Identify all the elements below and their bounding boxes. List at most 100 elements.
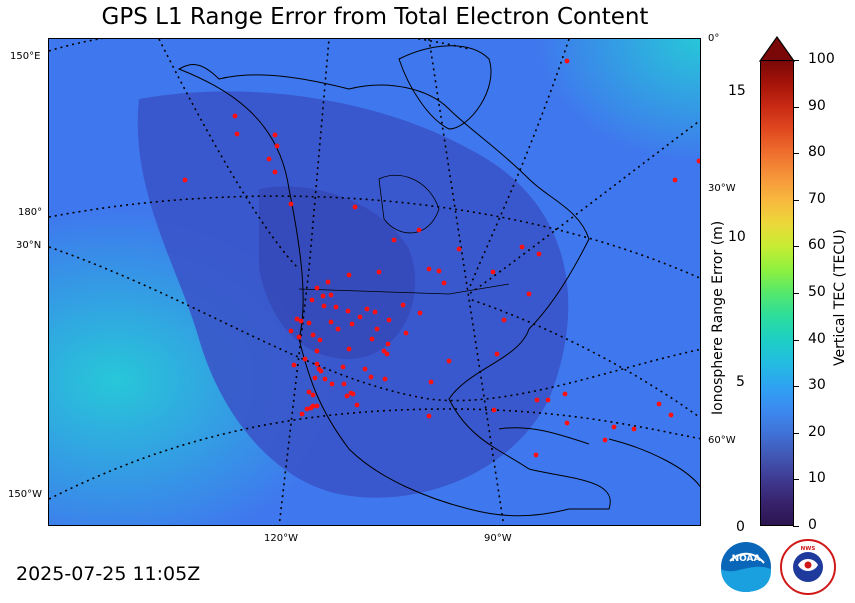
gnss-station — [345, 308, 351, 314]
gnss-station — [562, 391, 568, 397]
colorbar-tick: 40 — [808, 330, 826, 347]
gnss-station — [350, 391, 356, 397]
hudson-bay — [378, 174, 440, 234]
gnss-station — [490, 269, 496, 275]
gnss-station — [308, 405, 314, 411]
gnss-station — [317, 337, 323, 343]
gnss-station — [428, 379, 434, 385]
gnss-station — [426, 413, 432, 419]
gnss-station — [314, 348, 320, 354]
gnss-station — [545, 397, 551, 403]
gnss-station — [304, 406, 310, 412]
us-canada-border — [298, 283, 510, 295]
gnss-station — [400, 302, 406, 308]
left-label-30n: 30°N — [16, 240, 42, 251]
gnss-station — [340, 364, 346, 370]
gnss-station — [384, 351, 390, 357]
right-label-30w: 30°W — [708, 183, 736, 194]
colorbar-extend-arrow — [758, 36, 796, 62]
gnss-station — [533, 452, 539, 458]
gnss-station — [349, 321, 355, 327]
colorbar-tick-mark — [793, 526, 799, 527]
colorbar-tick: 10 — [808, 470, 826, 487]
gnss-station — [501, 317, 507, 323]
range-tick-0: 0 — [736, 519, 745, 535]
gnss-station — [234, 131, 240, 137]
gnss-stations — [182, 58, 700, 458]
gnss-station — [182, 177, 188, 183]
gnss-station — [357, 314, 363, 320]
gnss-station — [312, 375, 318, 381]
noaa-logo: NOAA — [721, 542, 771, 592]
gnss-station — [288, 201, 294, 207]
gnss-station — [672, 177, 678, 183]
gnss-station — [352, 204, 358, 210]
gnss-station — [320, 293, 326, 299]
gnss-station — [376, 269, 382, 275]
gnss-station — [385, 341, 391, 347]
gnss-station — [656, 401, 662, 407]
gnss-station — [272, 169, 278, 175]
colorbar-tick-mark — [793, 386, 799, 388]
lon-label-90w: 90°W — [484, 533, 512, 544]
colorbar-tick: 90 — [808, 97, 826, 114]
colorbar-tick-mark — [793, 246, 799, 248]
gnss-station — [372, 309, 378, 315]
gnss-station — [391, 237, 397, 243]
gnss-station — [382, 376, 388, 382]
gnss-station — [526, 291, 532, 297]
gnss-station — [272, 132, 278, 138]
gnss-station — [306, 389, 312, 395]
map-title: GPS L1 Range Error from Total Electron C… — [101, 4, 649, 30]
gnss-station — [296, 334, 302, 340]
gnss-station — [456, 246, 462, 252]
gnss-station — [362, 366, 368, 372]
gnss-station — [696, 158, 700, 164]
gnss-station — [328, 292, 334, 298]
gnss-station — [346, 346, 352, 352]
colorbar — [760, 60, 794, 526]
gnss-station — [288, 328, 294, 334]
graticule — [49, 39, 700, 525]
gnss-station — [354, 402, 360, 408]
gnss-station — [668, 412, 674, 418]
gnss-station — [611, 424, 617, 430]
range-tick-5: 5 — [736, 374, 745, 390]
gnss-station — [491, 407, 497, 413]
gnss-station — [314, 285, 320, 291]
colorbar-tick-mark — [793, 339, 799, 341]
tec-map — [48, 38, 701, 526]
gnss-station — [325, 279, 331, 285]
gnss-station — [534, 397, 540, 403]
cuba — [498, 427, 590, 445]
svg-text:NOAA: NOAA — [732, 554, 761, 564]
colorbar-tick: 60 — [808, 237, 826, 254]
colorbar-tick-mark — [793, 153, 799, 155]
gnss-station — [386, 317, 392, 323]
gnss-station — [310, 392, 316, 398]
colorbar-tick-mark — [793, 106, 799, 108]
lon-label-120w: 120°W — [264, 533, 298, 544]
range-tick-10: 10 — [728, 229, 746, 245]
gnss-station — [321, 303, 327, 309]
left-label-150w: 150°W — [8, 489, 42, 500]
gnss-station — [299, 411, 305, 417]
gnss-station — [381, 348, 387, 354]
colorbar-tick: 70 — [808, 190, 826, 207]
gnss-station — [328, 319, 334, 325]
timestamp: 2025-07-25 11:05Z — [16, 563, 201, 585]
gnss-station — [274, 143, 280, 149]
colorbar-tick: 80 — [808, 144, 826, 161]
colorbar-tick-mark — [793, 293, 799, 294]
left-label-180: 180° — [18, 207, 43, 218]
gnss-station — [446, 358, 452, 364]
colorbar-tick: 20 — [808, 423, 826, 440]
gnss-station — [631, 426, 637, 432]
colorbar-tick: 30 — [808, 377, 826, 394]
gnss-station — [314, 361, 320, 367]
gnss-station — [364, 306, 370, 312]
gnss-station — [441, 280, 447, 286]
colorbar-tick-mark — [793, 479, 799, 481]
gnss-station — [329, 381, 335, 387]
gnss-station — [335, 326, 341, 332]
